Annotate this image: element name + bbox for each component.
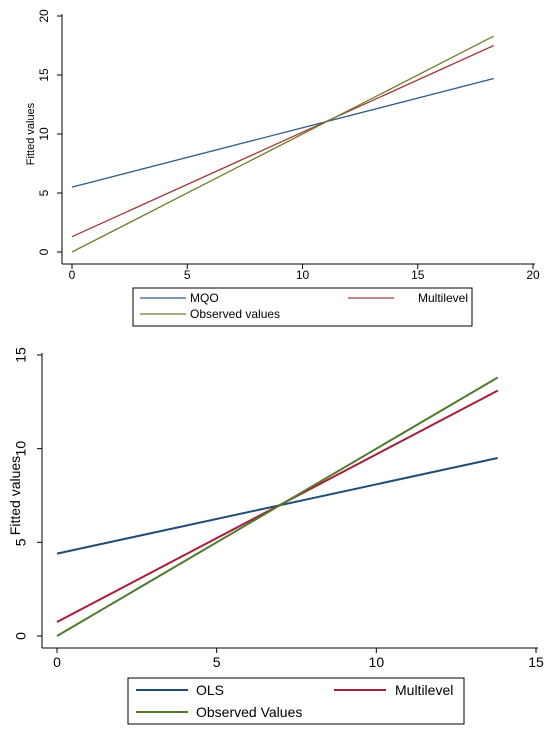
series-line-mqo	[71, 77, 494, 188]
chart-top: 0 5 10 15 20 0 5 10 15 20 Fitted values MQO Multilev…	[25, 9, 540, 327]
y-tick-label: 20	[37, 9, 51, 23]
x-tick-label: 15	[528, 654, 544, 670]
x-tick-label: 5	[184, 268, 191, 282]
legend-label: Observed Values	[196, 704, 302, 720]
x-tick-label: 0	[53, 654, 61, 670]
y-tick-label: 0	[13, 632, 29, 640]
x-tick-label: 20	[526, 268, 540, 282]
y-tick-label: 5	[37, 189, 51, 196]
legend-label: MQO	[190, 291, 219, 305]
x-tick-label: 10	[369, 654, 385, 670]
x-tick-label: 15	[411, 268, 425, 282]
series-line-observed-values	[56, 376, 499, 637]
series-line-observed-values	[71, 35, 495, 253]
x-tick-label: 5	[213, 654, 221, 670]
x-tick-label: 10	[296, 268, 310, 282]
y-tick-label: 10	[37, 127, 51, 141]
legend-box	[127, 677, 465, 725]
legend-label: Observed values	[190, 307, 280, 321]
legend-label: Multilevel	[395, 682, 453, 698]
y-tick-label: 15	[37, 68, 51, 82]
y-tick-label: 5	[13, 538, 29, 546]
y-tick-label: 15	[13, 347, 29, 363]
legend-label: OLS	[196, 682, 224, 698]
y-tick-label: 0	[37, 248, 51, 255]
y-axis-label: Fitted values	[7, 456, 23, 535]
y-tick-label: 10	[13, 441, 29, 457]
x-tick-label: 0	[69, 268, 76, 282]
y-axis-label: Fitted values	[25, 102, 37, 165]
legend: MQO Multilevel Observed values	[132, 287, 473, 327]
legend-label: Multilevel	[418, 291, 468, 305]
legend-box	[132, 287, 473, 327]
chart-bottom: 0 5 10 15 0 5 10 15 Fitted values OLS Multilevel Ob…	[7, 347, 544, 725]
legend: OLS Multilevel Observed Values	[127, 677, 465, 725]
series-line-multilevel	[71, 44, 495, 238]
